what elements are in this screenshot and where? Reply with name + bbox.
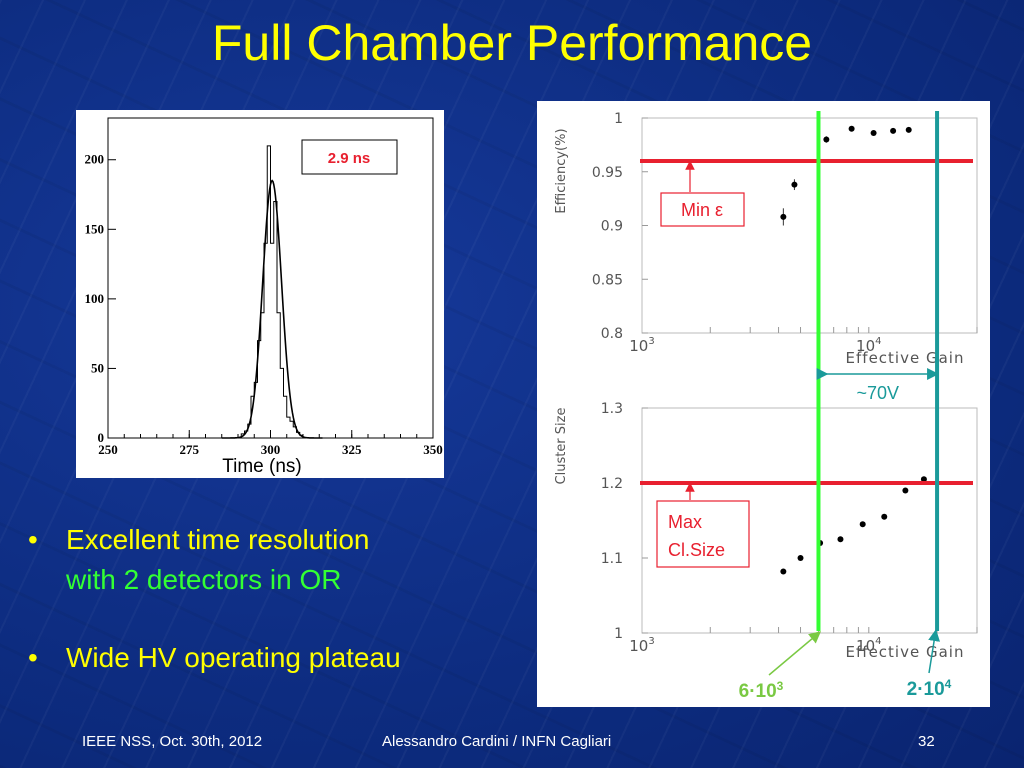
bullet-list: • Excellent time resolution with 2 detec… xyxy=(28,520,508,716)
eff-point xyxy=(870,130,877,137)
eff-point xyxy=(780,213,787,220)
bullet-dot-icon: • xyxy=(28,524,38,555)
bullet-line: Wide HV operating plateau xyxy=(66,642,401,673)
hist-y-tick-label: 150 xyxy=(85,221,105,236)
footer-left: IEEE NSS, Oct. 30th, 2012 xyxy=(82,733,263,750)
hist-annotation: 2.9 ns xyxy=(328,150,371,167)
time-histogram-panel: 250 275 300 325 350 0 50 100 150 200 2.9 ns Time … xyxy=(76,110,444,478)
cl-point xyxy=(902,487,909,494)
eff-y-tick-label: 0.9 xyxy=(601,219,623,235)
cl-point xyxy=(920,476,927,483)
gain-plots-chart: 0.8 0.85 0.9 0.95 1 1 1.1 1.2 1.3 103 104 103 104 Ef… xyxy=(554,111,978,702)
time-histogram-chart: 250 275 300 325 350 0 50 100 150 200 2.9 ns Time … xyxy=(85,117,443,477)
eff-point xyxy=(890,127,897,134)
hist-gaussian-fit xyxy=(221,179,323,439)
gain-callout-arrow-low xyxy=(768,631,822,676)
eff-limit-label-box xyxy=(660,192,745,227)
gain-plots-panel: 0.8 0.85 0.9 0.95 1 1 1.1 1.2 1.3 103 104 103 104 Ef… xyxy=(537,101,990,707)
cl-point xyxy=(859,521,866,528)
eff-y-tick-label: 0.95 xyxy=(592,165,623,181)
cl-limit-label-line2: Cl.Size xyxy=(668,540,725,560)
footer-page-number: 32 xyxy=(918,733,935,750)
hist-x-tick-label: 275 xyxy=(180,442,200,457)
cl-y-tick-label: 1.3 xyxy=(601,401,623,417)
eff-y-tick-label: 0.8 xyxy=(601,326,623,342)
hist-x-tick-label: 250 xyxy=(98,442,118,457)
eff-x-tick-label: 104 xyxy=(856,336,881,355)
cl-y-label: Cluster Size xyxy=(554,408,569,485)
eff-point xyxy=(848,125,855,132)
gain-marker-label-high: 2·104 xyxy=(907,677,952,700)
eff-x-label: Effective Gain xyxy=(846,349,965,367)
bullet-dot-icon: • xyxy=(28,642,38,673)
cl-x-label: Effective Gain xyxy=(846,643,965,661)
eff-y-label: Efficiency(%) xyxy=(554,128,569,213)
hist-y-tick-label: 200 xyxy=(85,152,105,167)
gain-marker-label-low: 6·103 xyxy=(739,679,784,702)
eff-point xyxy=(791,181,798,188)
hist-x-tick-label: 325 xyxy=(342,442,362,457)
cl-y-tick-label: 1 xyxy=(614,626,623,642)
eff-point xyxy=(905,126,912,133)
cl-y-tick-label: 1.2 xyxy=(601,476,623,492)
footer-center: Alessandro Cardini / INFN Cagliari xyxy=(382,733,612,750)
hist-y-tick-label: 50 xyxy=(91,360,104,375)
hist-x-tick-label: 300 xyxy=(261,442,281,457)
gain-callout-arrow-high xyxy=(928,629,941,674)
bullet-line-highlight: with 2 detectors in OR xyxy=(66,564,342,595)
span-label: ~70V xyxy=(856,383,899,403)
eff-point xyxy=(823,136,830,143)
hist-x-tick-label: 350 xyxy=(423,442,443,457)
hist-step-line xyxy=(238,145,307,439)
hist-y-tick-label: 100 xyxy=(85,291,105,306)
slide-title: Full Chamber Performance xyxy=(211,15,813,71)
hist-annotation-box xyxy=(301,139,398,175)
cl-x-tick-label: 104 xyxy=(856,636,881,655)
hist-y-tick-label: 0 xyxy=(98,430,105,445)
bullet-item: • Wide HV operating plateau xyxy=(28,638,508,678)
cl-limit-label-line1: Max xyxy=(668,512,702,532)
cl-point xyxy=(797,555,804,561)
cl-point xyxy=(780,568,787,575)
cl-y-tick-label: 1.1 xyxy=(601,551,623,567)
bullet-item: • Excellent time resolution with 2 detec… xyxy=(28,520,508,600)
cl-point xyxy=(881,513,888,520)
eff-limit-label: Min ε xyxy=(681,200,723,220)
eff-y-tick-label: 1 xyxy=(614,111,623,127)
eff-x-tick-label: 103 xyxy=(629,336,654,355)
cl-x-tick-label: 103 xyxy=(629,636,654,655)
eff-y-tick-label: 0.85 xyxy=(592,272,623,288)
hist-x-label: Time (ns) xyxy=(222,456,302,477)
bullet-line: Excellent time resolution xyxy=(66,524,370,555)
cl-point xyxy=(837,536,844,543)
cl-limit-label-box xyxy=(656,500,750,568)
